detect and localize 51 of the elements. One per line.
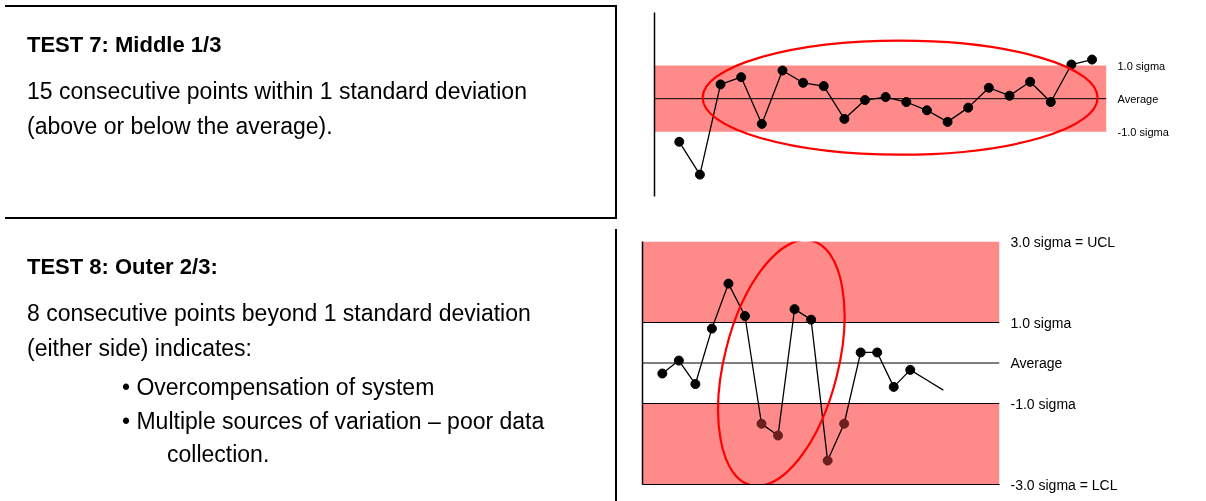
point [855, 347, 866, 358]
point [1066, 59, 1077, 70]
text: TEST 8: Outer 2/3: [27, 253, 219, 281]
point [673, 355, 684, 366]
point [872, 347, 883, 358]
point [983, 82, 994, 93]
point [839, 418, 850, 429]
point [963, 102, 974, 113]
point [1004, 90, 1015, 101]
point [773, 430, 784, 441]
point [715, 79, 726, 90]
point [942, 116, 953, 127]
point [839, 113, 850, 124]
text: • Multiple sources of variation – poor data collection. [122, 406, 546, 470]
y-tick-label: -1.0 sigma [1117, 125, 1170, 138]
point [789, 304, 800, 315]
point [860, 95, 871, 106]
point [706, 323, 717, 334]
text: TEST 7: Middle 1/3 [27, 31, 223, 59]
point [694, 169, 705, 180]
point [756, 418, 767, 429]
point [657, 368, 668, 379]
point [674, 136, 685, 147]
point [921, 105, 932, 116]
point [806, 314, 817, 325]
y-tick-label: Average [1010, 355, 1063, 371]
point [723, 278, 734, 289]
text: 15 consecutive points within 1 standard deviation (above or below the average). [27, 77, 528, 141]
point [901, 97, 912, 107]
y-tick-label: 1.0 sigma [1117, 59, 1167, 72]
point [777, 65, 788, 76]
point [1045, 97, 1056, 107]
point [756, 118, 767, 129]
point [888, 381, 899, 392]
y-tick-label: Average [1117, 92, 1159, 105]
point [818, 81, 829, 92]
y-tick-label: -1.0 sigma [1010, 395, 1077, 412]
y-tick-label: 1.0 sigma [1010, 314, 1072, 331]
y-tick-label: -3.0 sigma = LCL [1010, 476, 1118, 493]
point [905, 364, 916, 375]
text: • Overcompensation of system [122, 373, 436, 403]
point [1087, 54, 1098, 65]
point [1025, 76, 1036, 87]
point [880, 92, 891, 103]
point [690, 379, 701, 390]
point [739, 311, 750, 322]
text: 8 consecutive points beyond 1 standard deviation (either side) indicates: [27, 299, 532, 363]
point [736, 72, 747, 83]
point [798, 77, 809, 88]
point [822, 455, 833, 466]
y-tick-label: 3.0 sigma = UCL [1010, 233, 1116, 250]
